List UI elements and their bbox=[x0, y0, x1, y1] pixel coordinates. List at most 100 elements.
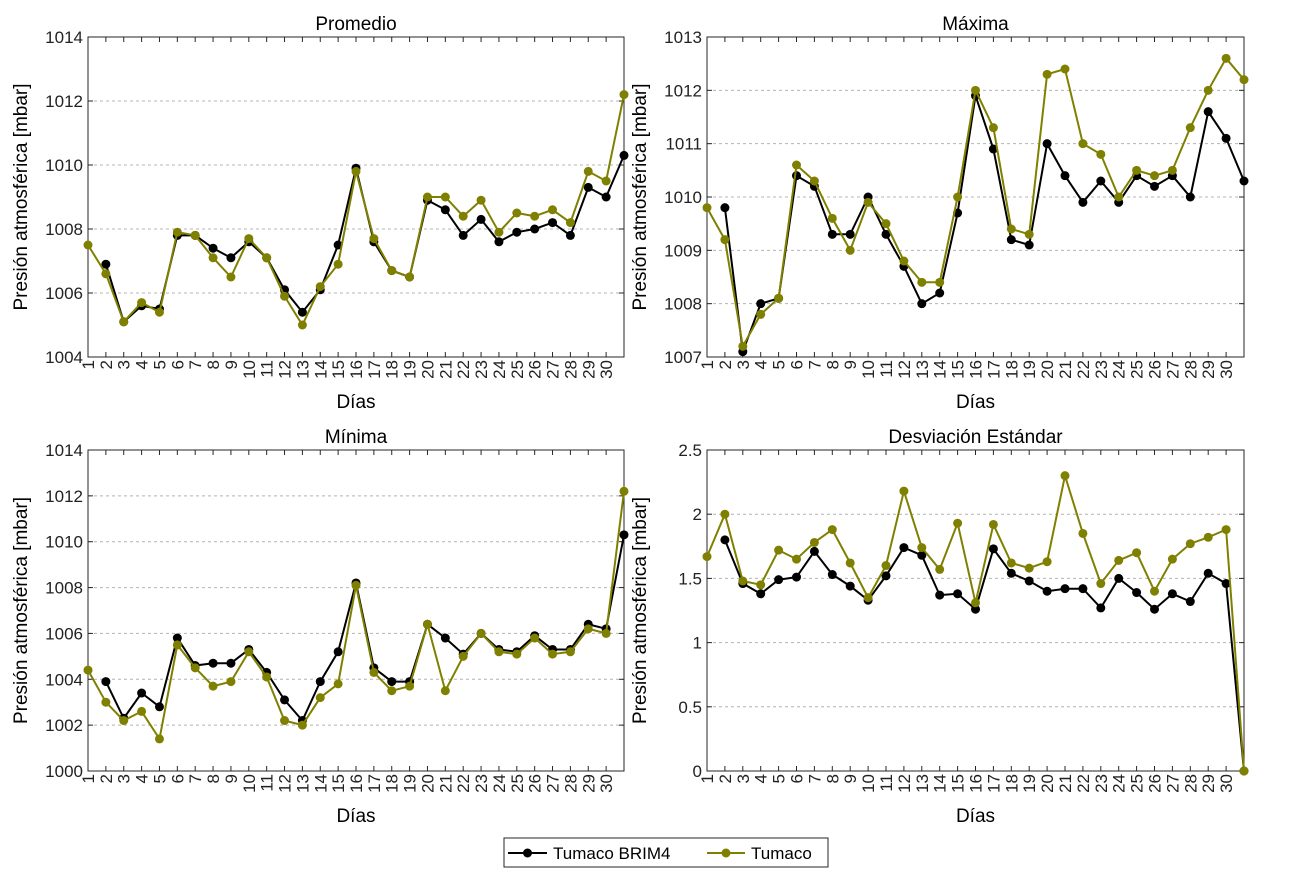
y-tick-label: 1010 bbox=[45, 533, 83, 552]
data-point bbox=[1078, 528, 1088, 538]
x-tick-label: 7 bbox=[805, 774, 824, 783]
data-point bbox=[619, 90, 629, 100]
data-point bbox=[1024, 240, 1034, 250]
data-point bbox=[917, 299, 927, 309]
x-tick-label: 5 bbox=[150, 360, 169, 369]
y-tick-label: 1014 bbox=[45, 28, 83, 47]
x-tick-label: 14 bbox=[311, 774, 330, 793]
y-axis-label: Presión atmosférica [mbar] bbox=[11, 83, 32, 310]
data-point bbox=[1150, 604, 1159, 614]
x-tick-label: 15 bbox=[329, 360, 348, 379]
y-tick-label: 1000 bbox=[45, 762, 83, 781]
data-point bbox=[226, 272, 236, 282]
x-tick-label: 8 bbox=[823, 774, 842, 783]
x-tick-label: 18 bbox=[383, 774, 402, 793]
y-tick-label: 1008 bbox=[45, 579, 83, 598]
data-point bbox=[1042, 557, 1052, 567]
data-point bbox=[1185, 539, 1195, 549]
data-point bbox=[1078, 197, 1088, 207]
data-point bbox=[863, 197, 873, 207]
x-tick-label: 10 bbox=[859, 360, 878, 379]
y-tick-label: 1004 bbox=[45, 348, 83, 367]
data-point bbox=[756, 589, 766, 599]
x-tick-label: 16 bbox=[967, 360, 986, 379]
data-point bbox=[405, 272, 415, 282]
data-point bbox=[935, 564, 945, 574]
y-tick-label: 1006 bbox=[45, 624, 83, 643]
data-point bbox=[899, 256, 909, 266]
y-tick-label: 1011 bbox=[665, 135, 702, 154]
data-point bbox=[935, 277, 945, 287]
x-tick-label: 17 bbox=[984, 774, 1003, 793]
x-tick-label: 8 bbox=[204, 774, 223, 783]
x-tick-label: 5 bbox=[150, 774, 169, 783]
x-tick-label: 1 bbox=[79, 360, 98, 369]
x-tick-label: 21 bbox=[436, 774, 455, 793]
x-tick-label: 1 bbox=[698, 774, 717, 783]
data-point bbox=[262, 672, 272, 682]
data-point bbox=[297, 320, 307, 330]
y-tick-label: 1008 bbox=[664, 295, 702, 314]
data-point bbox=[720, 203, 730, 213]
x-tick-label: 3 bbox=[734, 360, 753, 369]
data-point bbox=[440, 205, 450, 215]
data-point bbox=[369, 667, 379, 677]
y-tick-label: 2 bbox=[693, 505, 702, 524]
x-tick-label: 4 bbox=[752, 360, 771, 369]
data-point bbox=[881, 561, 891, 571]
x-tick-label: 15 bbox=[949, 774, 968, 793]
x-tick-label: 6 bbox=[788, 360, 807, 369]
data-point bbox=[1221, 133, 1231, 143]
data-point bbox=[1024, 563, 1034, 573]
x-tick-label: 25 bbox=[508, 774, 527, 793]
data-point bbox=[792, 572, 801, 582]
data-point bbox=[899, 543, 909, 553]
data-point bbox=[244, 647, 254, 657]
x-tick-label: 12 bbox=[895, 360, 914, 379]
data-point bbox=[154, 702, 164, 712]
x-tick-label: 28 bbox=[561, 774, 580, 793]
x-tick-label: 2 bbox=[97, 360, 116, 369]
data-point bbox=[315, 282, 325, 292]
x-tick-label: 13 bbox=[913, 360, 932, 379]
x-tick-label: 20 bbox=[1038, 360, 1057, 379]
data-point bbox=[530, 224, 540, 234]
x-tick-label: 9 bbox=[222, 360, 241, 369]
legend-label: Tumaco bbox=[751, 844, 812, 863]
x-tick-label: 27 bbox=[1163, 774, 1182, 793]
data-point bbox=[1185, 192, 1195, 202]
data-point bbox=[792, 171, 801, 181]
x-tick-label: 2 bbox=[716, 774, 735, 783]
data-point bbox=[458, 211, 468, 221]
x-tick-label: 20 bbox=[418, 774, 437, 793]
data-point bbox=[1006, 568, 1016, 578]
y-tick-label: 1013 bbox=[664, 28, 702, 47]
x-tick-label: 2 bbox=[97, 774, 116, 783]
x-tick-label: 24 bbox=[1110, 774, 1129, 793]
data-point bbox=[917, 543, 927, 553]
chart-title: Desviación Estándar bbox=[888, 427, 1063, 448]
chart-title: Mínima bbox=[325, 427, 388, 448]
data-point bbox=[720, 535, 730, 545]
data-point bbox=[881, 229, 891, 239]
data-point bbox=[280, 291, 290, 301]
data-point bbox=[863, 593, 873, 603]
x-tick-label: 12 bbox=[276, 774, 295, 793]
x-tick-label: 27 bbox=[1163, 360, 1182, 379]
data-point bbox=[101, 269, 111, 279]
data-point bbox=[756, 299, 766, 309]
x-tick-label: 23 bbox=[1092, 774, 1111, 793]
data-point bbox=[208, 681, 218, 691]
data-point bbox=[809, 537, 819, 547]
data-point bbox=[333, 679, 343, 689]
data-point bbox=[1239, 75, 1249, 85]
x-tick-label: 3 bbox=[115, 360, 134, 369]
y-tick-label: 0 bbox=[693, 762, 702, 781]
data-point bbox=[530, 211, 540, 221]
y-axis-label: Presión atmosférica [mbar] bbox=[11, 497, 32, 724]
data-point bbox=[244, 234, 254, 244]
x-tick-label: 21 bbox=[1056, 774, 1075, 793]
data-point bbox=[315, 693, 325, 703]
x-tick-label: 9 bbox=[841, 360, 860, 369]
x-tick-label: 25 bbox=[1128, 360, 1147, 379]
